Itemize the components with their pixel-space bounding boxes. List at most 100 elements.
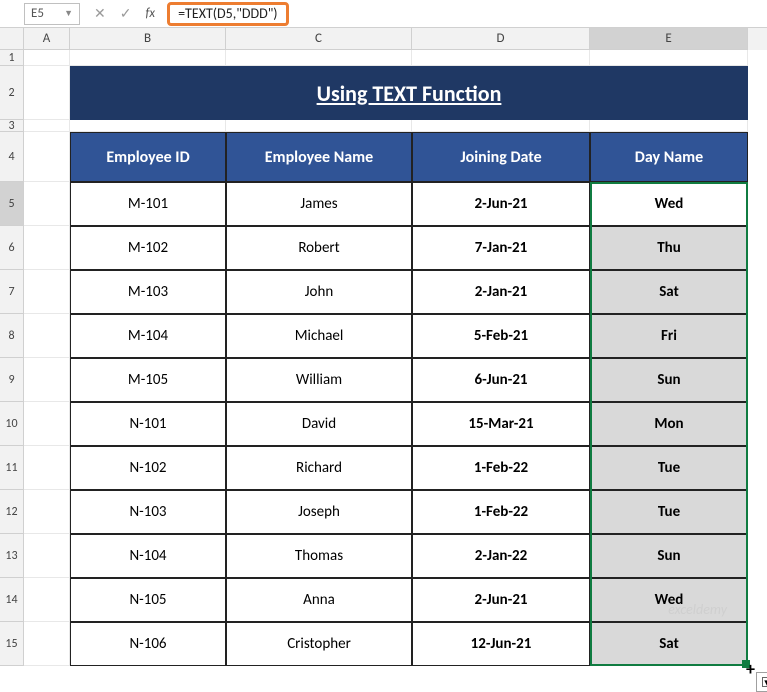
- table-cell[interactable]: 7-Jan-21: [412, 226, 590, 270]
- table-cell[interactable]: M-102: [70, 226, 226, 270]
- grid[interactable]: Using TEXT Function Employee IDEmployee …: [24, 50, 767, 666]
- table-row: N-102Richard1-Feb-22Tue: [70, 446, 748, 490]
- table-cell[interactable]: N-101: [70, 402, 226, 446]
- table-cell[interactable]: N-104: [70, 534, 226, 578]
- row-header[interactable]: 11: [0, 446, 24, 490]
- column-headers: ABCDE: [24, 28, 767, 50]
- column-header[interactable]: A: [24, 28, 70, 50]
- table-cell[interactable]: N-105: [70, 578, 226, 622]
- table-cell[interactable]: Anna: [226, 578, 412, 622]
- fill-cursor-icon: +: [746, 664, 755, 674]
- table-cell[interactable]: Joseph: [226, 490, 412, 534]
- cancel-icon[interactable]: ✕: [94, 5, 106, 22]
- table-cell[interactable]: 1-Feb-22: [412, 490, 590, 534]
- table-row: N-106Cristopher12-Jun-21Sat: [70, 622, 748, 666]
- table-cell[interactable]: Mon: [590, 402, 748, 446]
- table-row: N-103Joseph1-Feb-22Tue: [70, 490, 748, 534]
- sheet-title: Using TEXT Function: [70, 66, 748, 120]
- table-cell[interactable]: Sat: [590, 622, 748, 666]
- formula-bar: E5 ▼ ✕ ✓ fx =TEXT(D5,"DDD"): [0, 0, 767, 28]
- table-cell[interactable]: James: [226, 182, 412, 226]
- sheet-title-text: Using TEXT Function: [317, 80, 502, 107]
- row-header[interactable]: 3: [0, 120, 24, 132]
- column-header[interactable]: B: [70, 28, 226, 50]
- table-header-cell: Joining Date: [412, 132, 590, 182]
- row-header[interactable]: 15: [0, 622, 24, 666]
- table-cell[interactable]: N-103: [70, 490, 226, 534]
- row-header[interactable]: 6: [0, 226, 24, 270]
- table-cell[interactable]: N-102: [70, 446, 226, 490]
- row-header[interactable]: 1: [0, 50, 24, 66]
- table-row: N-101David15-Mar-21Mon: [70, 402, 748, 446]
- autofill-options-icon: ▾: [762, 677, 767, 687]
- table-cell[interactable]: 2-Jan-21: [412, 270, 590, 314]
- row-header[interactable]: 9: [0, 358, 24, 402]
- table-row: M-103John2-Jan-21Sat: [70, 270, 748, 314]
- row-header[interactable]: 7: [0, 270, 24, 314]
- autofill-options-button[interactable]: ▾: [756, 672, 767, 692]
- table-row: N-104Thomas2-Jan-22Sun: [70, 534, 748, 578]
- accept-icon[interactable]: ✓: [120, 5, 132, 22]
- table-header-cell: Day Name: [590, 132, 748, 182]
- worksheet: 123456789101112131415 ABCDE Using TEXT F…: [0, 28, 767, 654]
- watermark-text: exceldemy: [668, 601, 727, 618]
- row-header[interactable]: 8: [0, 314, 24, 358]
- table-cell[interactable]: 12-Jun-21: [412, 622, 590, 666]
- formula-input[interactable]: =TEXT(D5,"DDD"): [178, 5, 277, 22]
- table-cell[interactable]: N-106: [70, 622, 226, 666]
- row-header[interactable]: 12: [0, 490, 24, 534]
- table-cell[interactable]: Richard: [226, 446, 412, 490]
- formula-bar-icons: ✕ ✓ fx: [84, 5, 165, 22]
- column-header[interactable]: E: [590, 28, 748, 50]
- table-cell[interactable]: Sat: [590, 270, 748, 314]
- table-cell[interactable]: Wed: [590, 182, 748, 226]
- row-header[interactable]: 14: [0, 578, 24, 622]
- row-header[interactable]: 5: [0, 182, 24, 226]
- row-header[interactable]: 10: [0, 402, 24, 446]
- table-cell[interactable]: Fri: [590, 314, 748, 358]
- table-cell[interactable]: Sun: [590, 534, 748, 578]
- select-all-corner[interactable]: [0, 28, 24, 50]
- table-cell[interactable]: John: [226, 270, 412, 314]
- table-header-cell: Employee ID: [70, 132, 226, 182]
- table-cell[interactable]: Cristopher: [226, 622, 412, 666]
- table-cell[interactable]: M-101: [70, 182, 226, 226]
- formula-highlight-box: =TEXT(D5,"DDD"): [167, 2, 288, 26]
- table-cell[interactable]: Robert: [226, 226, 412, 270]
- table-row: M-105William6-Jun-21Sun: [70, 358, 748, 402]
- name-box-value: E5: [31, 6, 44, 21]
- row-header[interactable]: 2: [0, 66, 24, 120]
- table-cell[interactable]: M-105: [70, 358, 226, 402]
- grid-area: ABCDE Using TEXT Function Employee IDEmp…: [24, 28, 767, 654]
- table-cell[interactable]: 6-Jun-21: [412, 358, 590, 402]
- left-column: 123456789101112131415: [0, 28, 24, 654]
- row-header[interactable]: 13: [0, 534, 24, 578]
- table-cell[interactable]: M-103: [70, 270, 226, 314]
- column-header[interactable]: D: [412, 28, 590, 50]
- table-header-cell: Employee Name: [226, 132, 412, 182]
- table-cell[interactable]: 5-Feb-21: [412, 314, 590, 358]
- table-cell[interactable]: 2-Jun-21: [412, 182, 590, 226]
- table-cell[interactable]: Tue: [590, 490, 748, 534]
- table-cell[interactable]: William: [226, 358, 412, 402]
- table-cell[interactable]: David: [226, 402, 412, 446]
- chevron-down-icon[interactable]: ▼: [64, 8, 73, 19]
- row-header[interactable]: 4: [0, 132, 24, 182]
- row-headers: 123456789101112131415: [0, 50, 24, 666]
- table-cell[interactable]: Thomas: [226, 534, 412, 578]
- name-box[interactable]: E5 ▼: [24, 3, 80, 25]
- data-table: Employee IDEmployee NameJoining DateDay …: [70, 132, 748, 666]
- table-cell[interactable]: 2-Jan-22: [412, 534, 590, 578]
- table-cell[interactable]: Thu: [590, 226, 748, 270]
- table-cell[interactable]: Tue: [590, 446, 748, 490]
- table-cell[interactable]: Sun: [590, 358, 748, 402]
- column-header[interactable]: C: [226, 28, 412, 50]
- table-row: M-101James2-Jun-21Wed: [70, 182, 748, 226]
- table-row: M-104Michael5-Feb-21Fri: [70, 314, 748, 358]
- table-cell[interactable]: 1-Feb-22: [412, 446, 590, 490]
- table-cell[interactable]: M-104: [70, 314, 226, 358]
- fx-icon[interactable]: fx: [145, 6, 155, 21]
- table-cell[interactable]: 2-Jun-21: [412, 578, 590, 622]
- table-cell[interactable]: 15-Mar-21: [412, 402, 590, 446]
- table-cell[interactable]: Michael: [226, 314, 412, 358]
